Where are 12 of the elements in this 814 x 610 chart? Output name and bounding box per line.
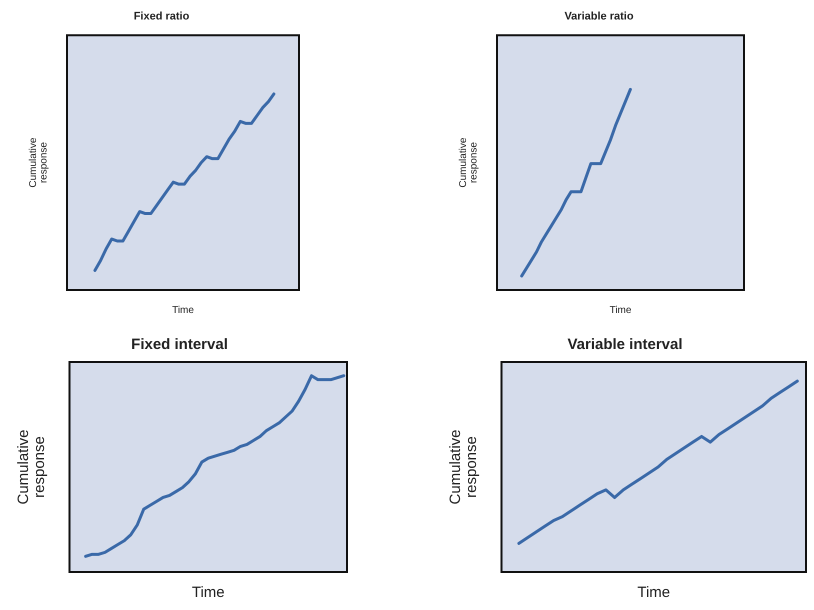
chart-title: Variable ratio <box>564 10 634 23</box>
y-axis-title: Cumulative response <box>458 137 480 188</box>
x-axis-title: Time <box>610 304 632 316</box>
chart-title: Fixed ratio <box>134 10 190 23</box>
chart-title: Fixed interval <box>131 336 228 354</box>
y-axis-title: Cumulative response <box>15 429 48 505</box>
x-axis-title: Time <box>172 304 194 316</box>
x-axis-title: Time <box>192 584 225 602</box>
chart-title: Variable interval <box>567 336 683 354</box>
x-axis-title: Time <box>637 584 670 602</box>
y-axis-title: Cumulative response <box>28 137 50 188</box>
y-axis-title: Cumulative response <box>447 429 480 505</box>
